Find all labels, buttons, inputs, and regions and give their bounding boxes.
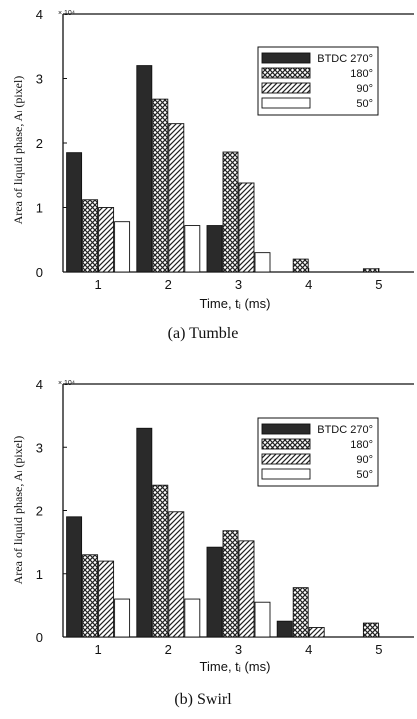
legend-label: 90° [356, 83, 373, 95]
y-tick-label: 2 [36, 136, 43, 151]
bar [168, 511, 185, 638]
x-tick-label: 4 [305, 277, 312, 292]
bar [276, 620, 293, 638]
bar [362, 268, 379, 273]
chart-swirl-exponent: × 10⁴ [58, 380, 75, 387]
bar [206, 225, 223, 273]
y-tick-label: 1 [36, 567, 43, 582]
legend-swatch [261, 423, 311, 435]
bar [82, 554, 99, 638]
bar [152, 484, 169, 638]
legend-swatch [261, 82, 311, 94]
bar [206, 546, 223, 638]
y-tick-label: 2 [36, 504, 43, 519]
legend: BTDC 270° 180° 90° 50° [257, 417, 379, 487]
bar [168, 123, 185, 273]
y-tick-label: 0 [36, 265, 43, 280]
x-tick-label: 1 [94, 277, 101, 292]
chart-tumble-xlabel: Time, tᵢ (ms) [200, 296, 271, 311]
bar [362, 622, 379, 638]
legend-label: 50° [356, 469, 373, 481]
chart-tumble-caption: (a) Tumble [168, 325, 239, 342]
y-tick-label: 0 [36, 630, 43, 645]
legend-label: BTDC 270° [317, 424, 373, 436]
bar [114, 221, 131, 273]
legend-label: BTDC 270° [317, 53, 373, 65]
legend-swatch [261, 453, 311, 465]
bar [98, 207, 115, 273]
bar [254, 252, 271, 273]
legend-label: 180° [350, 68, 373, 80]
chart-swirl-plot: 0 1 2 3 4 1 2 3 4 5 BTDC 270° 180° 90° 50° [36, 377, 414, 657]
bar [238, 182, 255, 273]
x-tick-label: 2 [165, 642, 172, 657]
bar [292, 258, 309, 273]
bar [184, 598, 201, 638]
x-tick-label: 2 [165, 277, 172, 292]
bar [222, 151, 239, 273]
bar [82, 199, 99, 273]
chart-tumble-plot: 0 1 2 3 4 1 2 3 4 5 BTDC 270° 180° 90° 50° [36, 7, 414, 292]
legend-swatch [261, 52, 311, 64]
y-tick-label: 3 [36, 440, 43, 455]
bar [254, 601, 271, 638]
bar [292, 587, 309, 638]
bar [308, 627, 325, 638]
legend-swatch [261, 97, 311, 109]
bar [136, 427, 153, 638]
legend-swatch [261, 468, 311, 480]
bar [238, 540, 255, 638]
bar [152, 98, 169, 273]
x-tick-label: 1 [94, 642, 101, 657]
bar [66, 152, 83, 273]
chart-swirl-caption: (b) Swirl [174, 691, 232, 708]
bar [98, 560, 115, 638]
chart-tumble-ylabel: Area of liquid phase, Aₗ (pixel) [11, 76, 25, 225]
legend-swatch [261, 67, 311, 79]
x-tick-label: 3 [235, 642, 242, 657]
bar [222, 530, 239, 638]
bar [136, 65, 153, 273]
x-tick-label: 5 [375, 642, 382, 657]
chart-swirl: 0 1 2 3 4 1 2 3 4 5 BTDC 270° 180° 90° 50° × 10⁴ Area… [11, 377, 414, 708]
bar [184, 225, 201, 273]
y-tick-label: 4 [36, 7, 43, 22]
bar [114, 598, 131, 638]
legend-label: 90° [356, 454, 373, 466]
bar [66, 516, 83, 638]
y-tick-label: 1 [36, 201, 43, 216]
legend-swatch [261, 438, 311, 450]
chart-tumble: 0 1 2 3 4 1 2 3 4 5 BTDC 270° 180° 90° 50° × 10⁴ Area… [11, 7, 414, 342]
x-tick-label: 3 [235, 277, 242, 292]
chart-tumble-exponent: × 10⁴ [58, 10, 75, 17]
x-tick-label: 4 [305, 642, 312, 657]
chart-swirl-ylabel: Area of liquid phase, Aₗ (pixel) [11, 436, 25, 585]
chart-swirl-xlabel: Time, tᵢ (ms) [200, 659, 271, 674]
x-tick-label: 5 [375, 277, 382, 292]
legend-label: 50° [356, 98, 373, 110]
y-tick-label: 3 [36, 72, 43, 87]
legend: BTDC 270° 180° 90° 50° [257, 46, 379, 116]
y-tick-label: 4 [36, 377, 43, 392]
legend-label: 180° [350, 439, 373, 451]
